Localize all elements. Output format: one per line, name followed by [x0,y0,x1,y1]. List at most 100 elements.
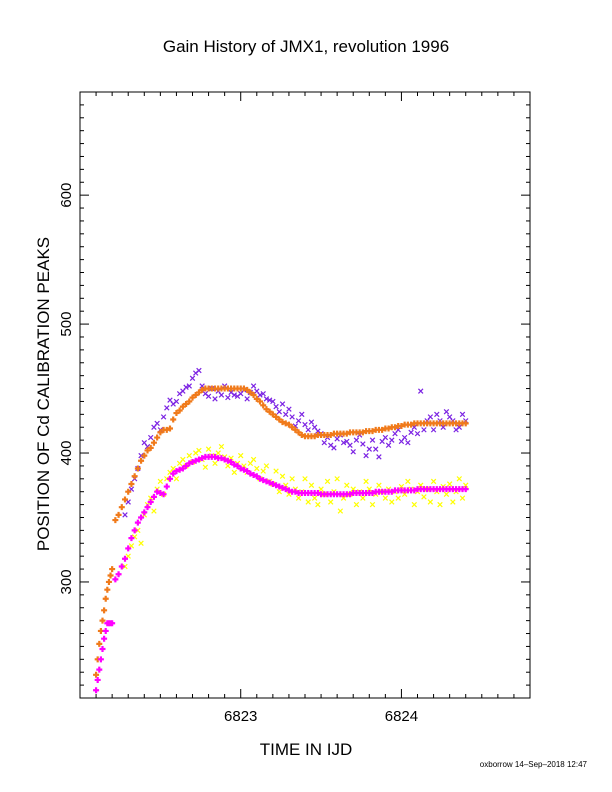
data-point [228,459,235,466]
data-point [173,410,180,417]
data-point [385,442,392,449]
data-point [154,434,161,441]
data-point [405,439,411,446]
data-point [279,419,286,426]
data-point [138,452,144,459]
data-point [221,456,228,463]
y-tick-label: 300 [58,569,75,594]
data-point [192,392,199,398]
data-point [141,509,148,516]
data-point [411,501,418,508]
data-point [134,465,141,472]
data-point [195,389,202,396]
data-point [434,411,440,418]
data-point [260,390,266,397]
data-point [240,385,247,392]
data-point [186,398,193,405]
data-point [462,420,469,427]
data-point [270,398,276,405]
data-point [376,482,382,488]
data-point [305,499,311,505]
data-point [282,411,289,418]
data-point [395,495,401,501]
data-point [359,429,366,436]
data-point [273,403,279,410]
data-point [212,453,218,460]
data-point [212,460,218,467]
data-point [170,416,177,423]
data-point [138,457,145,464]
data-point [263,463,270,469]
data-point [253,473,260,480]
data-point [160,491,167,498]
data-point [247,389,254,396]
data-point [125,545,132,552]
data-point [414,430,421,437]
data-point [138,514,145,521]
data-point [199,455,206,462]
data-point [176,466,183,473]
data-point [160,414,167,420]
data-point [186,383,193,389]
data-point [164,476,170,482]
data-point [289,414,295,420]
data-point [157,478,164,485]
data-point [134,519,141,526]
data-point [141,452,148,459]
data-point [350,486,356,492]
data-point [462,482,469,488]
data-point [122,555,128,562]
y-tick-label: 500 [58,312,75,337]
data-point [437,501,443,508]
data-point [189,459,196,466]
data-point [334,476,340,482]
data-point [192,457,199,464]
data-point [369,428,376,435]
data-point [99,617,106,624]
data-point [430,478,437,485]
data-point [163,426,170,433]
data-point [144,504,151,511]
data-point [93,671,100,678]
data-point [269,411,276,418]
data-point [440,424,446,430]
data-point [97,656,104,663]
x-tick-label: 6823 [224,708,257,725]
data-point [408,429,414,436]
data-point [231,392,238,398]
data-point [417,388,424,394]
data-point [392,424,398,431]
series-3 [122,443,469,570]
data-series [93,367,469,694]
data-point [157,489,164,496]
data-point [183,401,190,408]
data-point [102,595,109,602]
data-point [250,392,257,398]
data-point [276,483,283,490]
data-point [167,425,173,432]
data-point [112,517,119,524]
data-point [295,495,302,501]
data-point [327,431,334,438]
data-point [389,437,395,443]
data-point [157,429,164,436]
data-point [167,475,173,482]
data-point [324,478,331,485]
data-point [260,402,267,409]
data-point [101,607,108,614]
data-point [94,676,101,683]
data-point [212,396,218,402]
data-point [385,425,392,432]
data-point [173,468,180,475]
data-point [363,452,369,459]
data-point [122,512,128,518]
data-point [186,460,193,467]
data-point [347,491,353,498]
data-point [430,427,437,433]
data-point [401,491,408,498]
data-point [311,433,318,440]
data-point [250,471,257,478]
data-point [401,434,408,441]
data-point [276,409,283,415]
